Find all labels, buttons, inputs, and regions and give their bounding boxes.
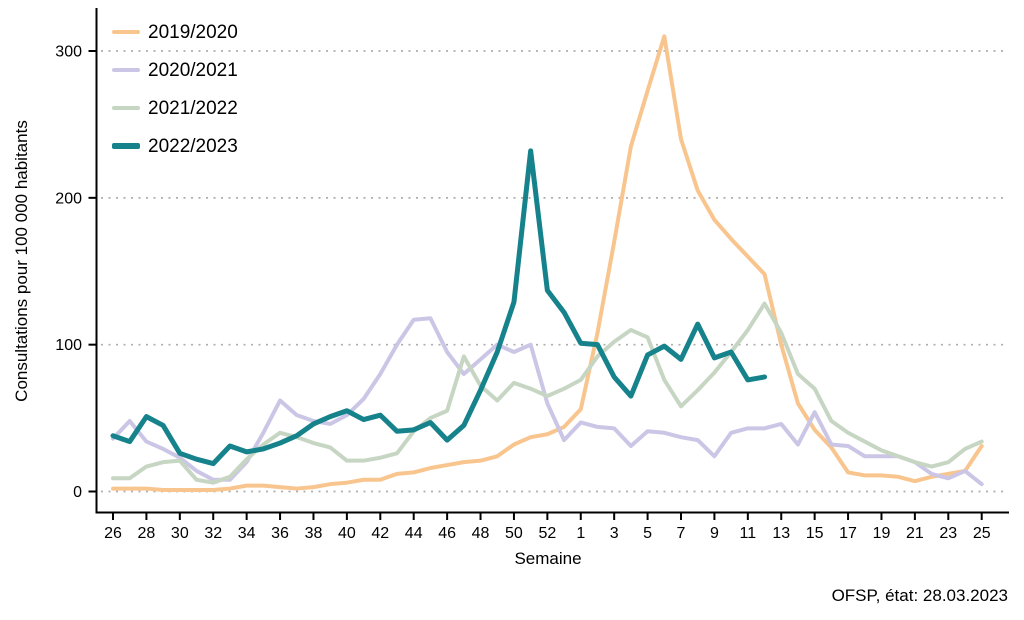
- x-tick-label: 1: [576, 525, 585, 542]
- series-line-2022-2023: [110, 148, 768, 467]
- x-tick-label: 38: [305, 525, 323, 542]
- legend-item-2019-2020: 2019/2020: [112, 13, 238, 51]
- x-tick-label: 28: [138, 525, 156, 542]
- x-tick-label: 19: [873, 525, 891, 542]
- x-tick-label: 9: [710, 525, 719, 542]
- x-tick-label: 52: [538, 525, 556, 542]
- y-tick-label: 0: [73, 484, 82, 501]
- legend-swatch-2021-2022: [112, 105, 140, 111]
- legend-item-2021-2022: 2021/2022: [112, 89, 238, 127]
- legend-swatch-2022-2023: [112, 143, 140, 149]
- x-axis-title: Semaine: [514, 549, 582, 568]
- legend-label: 2022/2023: [148, 135, 238, 157]
- x-tick-label: 42: [371, 525, 389, 542]
- x-tick-label: 32: [204, 525, 222, 542]
- legend-swatch-2019-2020: [112, 29, 140, 35]
- series-line-2020-2021: [111, 316, 984, 487]
- legend-item-2022-2023: 2022/2023: [112, 127, 238, 165]
- legend-label: 2020/2021: [148, 59, 238, 81]
- x-tick-label: 15: [806, 525, 824, 542]
- x-tick-label: 44: [405, 525, 423, 542]
- x-tick-label: 50: [505, 525, 523, 542]
- x-tick-label: 17: [839, 525, 857, 542]
- series-line-2019-2020: [111, 34, 984, 493]
- legend: 2019/2020 2020/2021 2021/2022 2022/2023: [112, 13, 238, 165]
- source-caption: OFSP, état: 28.03.2023: [831, 586, 1008, 605]
- legend-swatch-2020-2021: [112, 67, 140, 73]
- x-tick-label: 48: [472, 525, 490, 542]
- legend-label: 2019/2020: [148, 21, 238, 43]
- x-tick-label: 46: [438, 525, 456, 542]
- legend-label: 2021/2022: [148, 97, 238, 119]
- x-tick-label: 34: [238, 525, 256, 542]
- x-tick-label: 13: [772, 525, 790, 542]
- x-tick-label: 36: [271, 525, 289, 542]
- y-tick-label: 200: [55, 190, 82, 207]
- series-line-2021-2022: [111, 301, 984, 485]
- legend-item-2020-2021: 2020/2021: [112, 51, 238, 89]
- x-tick-label: 3: [610, 525, 619, 542]
- x-tick-label: 5: [643, 525, 652, 542]
- y-tick-label: 300: [55, 44, 82, 61]
- x-tick-label: 23: [939, 525, 957, 542]
- x-tick-label: 26: [104, 525, 122, 542]
- y-tick-label: 100: [55, 337, 82, 354]
- x-tick-label: 7: [677, 525, 686, 542]
- x-tick-label: 11: [740, 525, 757, 542]
- x-tick-label: 40: [338, 525, 356, 542]
- x-tick-label: 25: [973, 525, 991, 542]
- x-tick-label: 30: [171, 525, 189, 542]
- y-axis-title: Consultations pour 100 000 habitants: [12, 120, 31, 402]
- x-tick-label: 21: [906, 525, 924, 542]
